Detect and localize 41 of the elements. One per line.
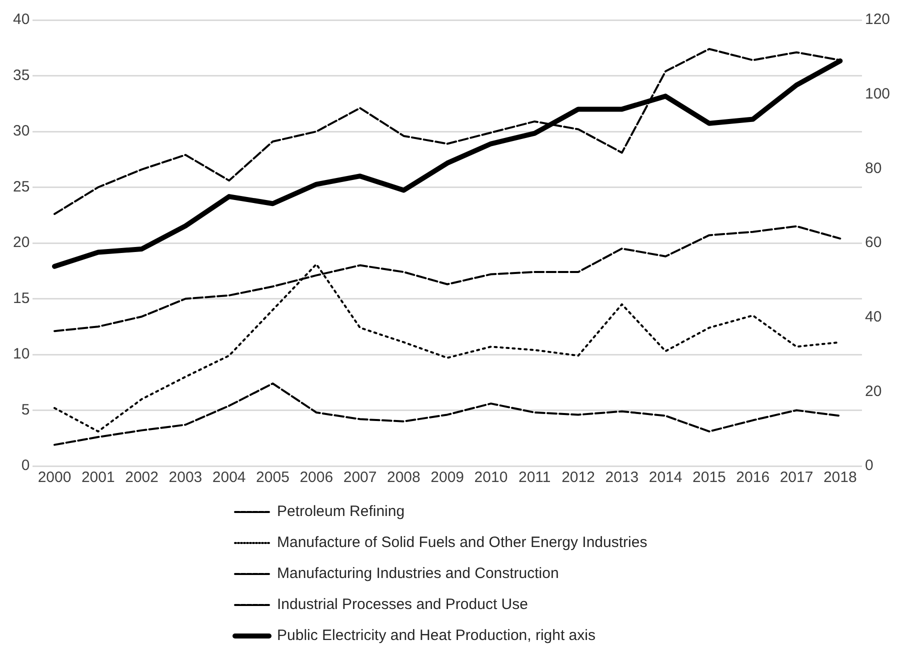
y-tick-label: 5	[21, 401, 30, 418]
x-tick-label: 2007	[343, 469, 377, 486]
y2-tick-label: 0	[864, 457, 874, 474]
x-tick-label: 2015	[692, 469, 726, 486]
y-tick-label: 20	[12, 234, 30, 252]
x-tick-label: 2011	[518, 469, 551, 486]
y2-tick-label: 100	[864, 85, 890, 102]
x-tick-label: 2001	[81, 469, 115, 486]
x-tick-label: 2003	[168, 469, 202, 486]
y-tick-label: 35	[12, 66, 30, 84]
x-tick-label: 2017	[780, 469, 814, 486]
legend-label: Manufacture of Solid Fuels and Other Energy Industries	[277, 534, 648, 552]
y-tick-label: 40	[12, 11, 30, 28]
y-tick-label: 30	[12, 122, 30, 140]
x-tick-label: 2013	[605, 469, 639, 486]
legend-label: Public Electricity and Heat Production, right axis	[277, 627, 596, 644]
y2-tick-label: 120	[864, 11, 890, 28]
x-tick-label: 2018	[823, 469, 857, 486]
y-tick-label: 25	[12, 178, 30, 196]
y-tick-label: 0	[21, 457, 30, 474]
y2-tick-label: 40	[864, 308, 882, 326]
x-tick-label: 2009	[430, 469, 464, 486]
x-tick-label: 2008	[386, 469, 420, 486]
y2-tick-label: 60	[864, 234, 882, 252]
x-tick-label: 2010	[474, 469, 508, 486]
y-tick-label: 10	[12, 346, 30, 363]
x-tick-label: 2004	[212, 469, 246, 486]
legend-label: Industrial Processes and Product Use	[277, 596, 528, 614]
y-tick-label: 15	[12, 290, 30, 307]
legend-label: Petroleum Refining	[277, 503, 405, 520]
x-tick-label: 2016	[736, 469, 770, 486]
y2-tick-label: 80	[864, 160, 882, 177]
x-tick-label: 2006	[300, 469, 334, 486]
legend-label: Manufacturing Industries and Construction	[277, 565, 559, 582]
x-tick-label: 2000	[38, 469, 72, 486]
x-tick-label: 2002	[125, 469, 158, 486]
line-series	[54, 382, 842, 446]
x-tick-label: 2005	[256, 469, 290, 486]
y2-tick-label: 20	[864, 382, 882, 400]
x-tick-label: 2014	[648, 469, 682, 486]
x-tick-label: 2012	[562, 469, 595, 486]
